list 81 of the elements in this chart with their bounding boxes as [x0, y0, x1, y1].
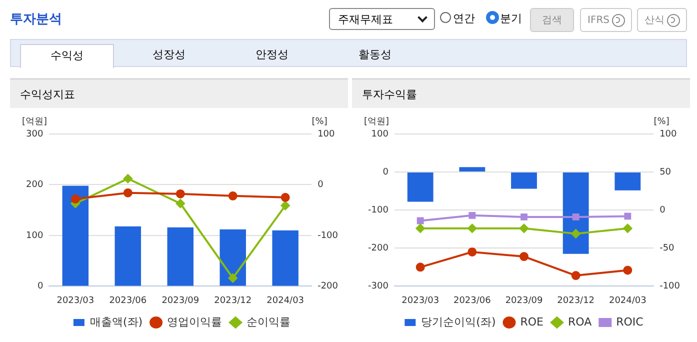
- y2-tick-label: 100: [318, 129, 336, 140]
- x-tick-label: 2023/09: [162, 296, 200, 306]
- bar: [272, 230, 298, 286]
- point: [520, 252, 528, 262]
- y2-tick-label: 0: [318, 180, 324, 190]
- point: [228, 274, 238, 283]
- x-tick-label: 2023/09: [505, 296, 543, 306]
- text: 분기: [500, 12, 522, 25]
- text: 주재무제표: [329, 8, 435, 30]
- x-tick-label: 2023/12: [214, 296, 252, 306]
- point: [416, 224, 425, 233]
- point: [280, 201, 290, 210]
- text: 산식: [637, 8, 687, 32]
- x-tick-label: 2023/03: [56, 296, 94, 306]
- point: [624, 212, 632, 220]
- chart-title: 투자수익률: [352, 78, 690, 108]
- point: [468, 247, 477, 256]
- legend-label: ROIC: [616, 315, 644, 328]
- y2-tick-label: 0: [660, 205, 666, 216]
- bar: [167, 227, 194, 286]
- point: [70, 194, 80, 204]
- legend-label: 매출액(좌): [90, 315, 143, 328]
- point: [571, 271, 580, 280]
- point: [468, 212, 476, 219]
- point: [280, 192, 290, 202]
- y-tick-label: -100: [368, 205, 389, 216]
- y2-tick-label: -100: [660, 282, 680, 292]
- y-tick-label: -300: [368, 282, 389, 292]
- x-tick-label: 2023/06: [109, 296, 147, 306]
- bar: [114, 226, 142, 286]
- point: [123, 174, 132, 184]
- bar: [220, 229, 246, 286]
- y2-axis-title: [%]: [654, 116, 670, 127]
- text: 수익성: [20, 44, 114, 68]
- y2-tick-label: -50: [660, 243, 675, 254]
- legend-label: 당기순이익(좌): [421, 315, 496, 328]
- point: [123, 188, 132, 198]
- point: [416, 217, 424, 224]
- y-axis-title: [억원]: [22, 116, 48, 127]
- point: [468, 224, 477, 233]
- text: 활동성: [358, 47, 392, 63]
- y-tick-label: 100: [371, 129, 389, 140]
- text: 검색: [530, 8, 574, 32]
- legend-label: ROE: [520, 315, 544, 328]
- point: [571, 229, 580, 238]
- point: [623, 224, 632, 233]
- y-axis-title: [억원]: [364, 116, 390, 127]
- x-tick-label: 2023/06: [453, 296, 492, 306]
- y-tick-label: 0: [382, 167, 389, 178]
- y-tick-label: -200: [368, 243, 389, 254]
- y-tick-label: 300: [26, 129, 44, 140]
- y2-tick-label: -100: [318, 230, 338, 241]
- point: [176, 199, 185, 208]
- x-tick-label: 2023/12: [557, 296, 595, 306]
- legend-label: 영업이익률: [167, 315, 222, 328]
- y-tick-label: 200: [26, 180, 44, 190]
- chart-title: 수익성지표: [10, 78, 348, 108]
- bar: [62, 186, 89, 286]
- y-tick-label: 100: [26, 230, 44, 241]
- point: [228, 191, 238, 200]
- x-tick-label: 2024/03: [608, 296, 646, 306]
- y2-tick-label: 50: [660, 167, 672, 178]
- point: [176, 189, 185, 198]
- legend-label: ROA: [568, 315, 592, 328]
- point: [520, 213, 528, 220]
- text: IFRS: [580, 8, 632, 32]
- text: 성장성: [152, 47, 186, 63]
- y-tick-label: 0: [37, 282, 44, 292]
- text: 연간: [453, 12, 475, 25]
- point: [623, 266, 632, 275]
- legend-label: 순이익률: [246, 315, 291, 328]
- x-tick-label: 2024/03: [266, 296, 304, 306]
- y2-tick-label: 100: [660, 129, 678, 140]
- point: [572, 213, 580, 220]
- point: [416, 262, 425, 272]
- y2-tick-label: -200: [318, 282, 338, 292]
- text: 투자분석: [10, 11, 62, 28]
- y2-axis-title: [%]: [312, 116, 328, 127]
- point: [520, 224, 528, 233]
- text: 안정성: [254, 47, 290, 63]
- x-tick-label: 2023/03: [402, 296, 440, 306]
